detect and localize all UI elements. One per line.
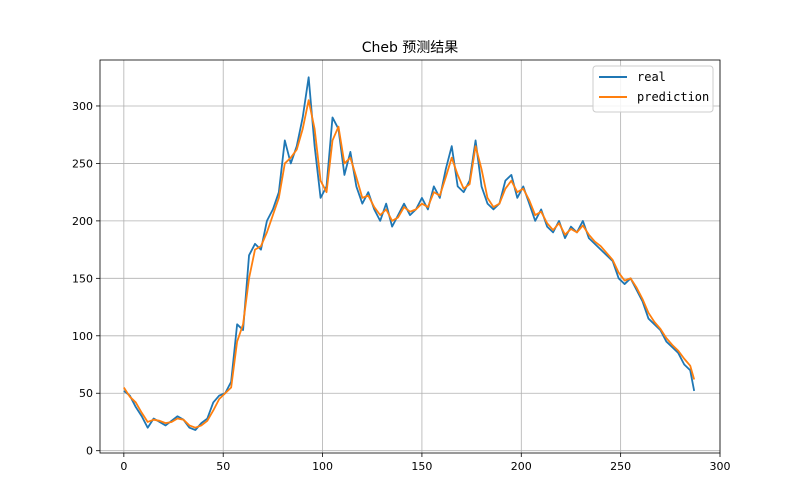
tick-layer: 0 50 100 150 200 250 300 0 50 100 150 200 250 300	[72, 100, 731, 473]
x-tick-label: 100	[312, 460, 333, 473]
x-tick-label: 300	[710, 460, 731, 473]
x-tick-label: 150	[411, 460, 432, 473]
legend-label-prediction: prediction	[637, 90, 709, 104]
plot-frame	[99, 59, 721, 454]
y-tick-label: 100	[72, 330, 93, 343]
y-tick-label: 0	[86, 445, 93, 458]
x-tick-label: 0	[120, 460, 127, 473]
series-layer	[123, 76, 696, 431]
x-tick-label: 200	[511, 460, 532, 473]
legend-label-real: real	[637, 70, 666, 84]
y-tick-label: 250	[72, 157, 93, 170]
x-tick-label: 50	[216, 460, 230, 473]
y-tick-label: 150	[72, 272, 93, 285]
y-tick-label: 300	[72, 100, 93, 113]
grid	[100, 60, 721, 453]
y-tick-label: 200	[72, 215, 93, 228]
chart-title: Cheb 预测结果	[362, 40, 459, 56]
legend: real prediction	[592, 65, 714, 113]
y-tick-label: 50	[79, 387, 93, 400]
series-line-real	[123, 76, 696, 431]
series-line-prediction	[123, 99, 696, 429]
x-tick-label: 250	[610, 460, 631, 473]
